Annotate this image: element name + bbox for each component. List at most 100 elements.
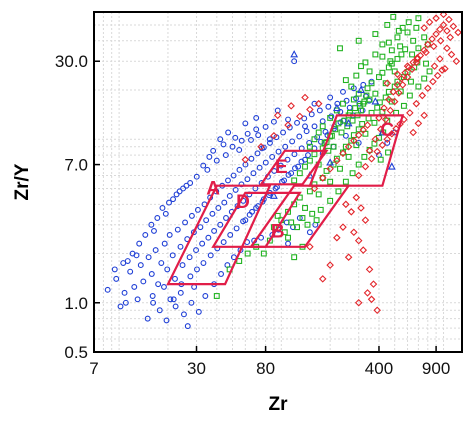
data-point-circle [142,231,149,238]
data-point-square [213,293,220,299]
data-point-circle [177,289,184,296]
region-e-outline [258,149,329,186]
data-point-circle [194,266,200,273]
data-point-square [379,69,386,76]
data-point-circle [169,252,176,259]
data-point-circle [294,119,300,126]
data-point-diamond [354,131,363,139]
data-point-circle [256,164,263,171]
data-point-circle [337,108,344,115]
data-point-circle [209,210,216,217]
data-point-diamond [425,18,434,26]
data-point-square [410,37,417,44]
data-point-diamond [359,246,368,254]
data-point-circle [181,311,187,318]
data-point-square [377,156,384,163]
data-point-circle [225,177,231,184]
data-point-circle [236,166,243,173]
data-point-circle [104,286,111,293]
data-point-square [355,37,362,44]
data-point-diamond [350,136,358,145]
data-point-circle [152,247,159,254]
data-point-square [317,206,324,213]
data-point-square [388,47,395,54]
data-point-circle [210,147,217,154]
data-point-square [281,229,288,236]
data-point-diamond [363,289,372,297]
data-point-circle [202,293,209,299]
data-point-diamond [314,99,323,108]
data-point-circle [242,120,249,127]
data-point-circle [253,114,260,121]
y-tick-label: 1.0 [64,294,88,313]
data-point-circle [203,217,210,224]
plot-frame [93,11,463,353]
data-point-diamond [432,14,440,22]
data-point-square [421,34,428,41]
data-point-circle [301,115,308,122]
data-point-square [338,129,345,136]
data-point-diamond [447,50,456,59]
data-point-circle [328,113,335,120]
data-point-square [366,96,373,103]
data-point-square [288,219,295,226]
data-point-square [342,178,349,185]
x-tick-label: 30 [187,359,206,378]
data-point-diamond [350,228,358,237]
data-point-diamond [367,295,376,304]
data-point-diamond [306,105,314,114]
data-point-circle [311,100,318,107]
data-point-square [311,151,318,158]
data-point-square [404,29,411,36]
data-point-circle [137,262,144,269]
data-point-circle [272,185,279,192]
data-point-diamond [326,164,334,173]
data-point-diamond [398,81,407,89]
data-point-square [379,41,386,48]
data-point-square [348,83,355,90]
field-regions: ADB E C [166,114,405,286]
data-point-circle [205,234,212,241]
data-point-circle [170,296,177,303]
data-point-circle [172,303,179,310]
data-point-diamond [397,74,406,83]
data-point-diamond [418,91,427,100]
x-tick-label: 900 [422,359,450,378]
data-point-diamond [344,142,353,151]
data-point-circle [281,177,288,184]
data-point-square [359,121,366,127]
data-point-square [395,27,402,34]
data-point-circle [360,81,367,88]
data-point-circle [220,239,227,246]
data-point-square [315,129,322,136]
data-point-square [335,188,342,195]
data-point-circle [207,252,214,259]
data-point-circle [155,281,162,288]
data-point-circle [289,138,296,145]
data-point-circle [222,152,229,159]
data-point-diamond [352,193,361,202]
data-point-square [332,126,339,133]
data-point-circle [161,240,168,247]
data-point-circle [191,283,198,290]
data-point-diamond [424,84,432,93]
data-point-diamond [333,156,341,165]
data-point-square [371,119,378,126]
data-point-circle [194,206,201,213]
data-point-diamond [369,280,378,288]
data-point-diamond [318,174,327,182]
data-point-diamond [414,119,423,128]
data-point-circle [111,266,118,273]
data-point-square [291,254,298,261]
data-point-square [274,212,281,219]
data-point-diamond [354,298,363,307]
data-point-diamond [438,66,446,74]
data-point-circle [343,97,350,104]
data-point-diamond [284,121,292,129]
data-point-triangle [371,97,380,105]
y-tick-label: 7.0 [64,156,88,175]
data-point-square [327,178,334,185]
data-point-circle [184,323,191,330]
data-point-square [385,88,392,95]
